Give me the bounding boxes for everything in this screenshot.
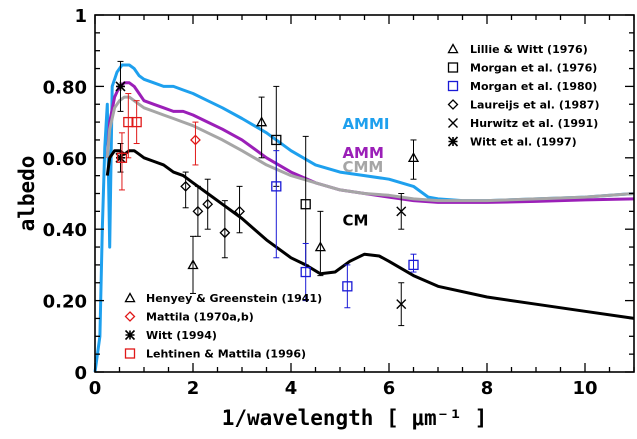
point-laureijs-et-al-1987 (202, 198, 214, 210)
axes: 0 2 4 6 8 10 0 0.20 0.40 0.60 0.80 1 (43, 6, 635, 399)
point-morgan-et-al-1980 (342, 281, 353, 292)
point-lehtinen-mattila-1996 (123, 116, 134, 128)
legend-label-laureijs-et-al-1987: Laureijs et al. (1987) (470, 99, 600, 112)
legend-marker-lillie-witt-1976 (447, 43, 459, 54)
y-tick-label: 1 (74, 6, 87, 27)
point-morgan-et-al-1980 (408, 259, 419, 271)
legend-label-hurwitz-et-al-1991: Hurwitz et al. (1991) (470, 117, 598, 130)
point-witt-1994 (115, 81, 126, 92)
y-axis-title: albedo (15, 156, 39, 232)
y-tick-label: 0 (74, 363, 87, 384)
legend-label-lillie-witt-1976: Lillie & Witt (1976) (470, 43, 588, 56)
legend-marker-witt-et-al-1997 (447, 136, 459, 147)
legend-label-morgan-et-al-1976: Morgan et al. (1976) (470, 62, 597, 75)
legend-label-henyey-greenstein-1941: Henyey & Greenstein (1941) (146, 292, 322, 305)
curve-label-ammi: AMMI (342, 115, 389, 133)
legend-label-witt-et-al-1997: Witt et al. (1997) (470, 136, 577, 149)
point-morgan-et-al-1976 (271, 134, 282, 146)
legend-label-lehtinen-mattila-1996: Lehtinen & Mattila (1996) (146, 348, 306, 361)
model-curves (93, 63, 635, 373)
y-tick-label: 0.60 (43, 149, 87, 170)
curve-cm (105, 149, 635, 320)
y-tick-label: 0.80 (43, 77, 87, 98)
y-tick-label: 0.40 (43, 220, 87, 241)
point-morgan-et-al-1980 (300, 266, 311, 278)
point-hurwitz-et-al-1991 (396, 299, 407, 310)
legend-marker-henyey-greenstein-1941 (124, 292, 136, 303)
curve-amm (105, 81, 635, 204)
legend-label-morgan-et-al-1980: Morgan et al. (1980) (470, 80, 597, 93)
legend-marker-morgan-et-al-1976 (447, 62, 459, 73)
legend-label-witt-1994: Witt (1994) (146, 329, 217, 342)
curve-ammi (93, 63, 635, 373)
legend-label-mattila-1970a-b: Mattila (1970a,b) (146, 311, 254, 324)
point-lillie-witt-1976 (187, 259, 199, 270)
curve-label-cm: CM (342, 212, 368, 230)
x-tick-label: 6 (383, 378, 396, 399)
x-tick-label: 2 (187, 378, 200, 399)
x-tick-label: 0 (89, 378, 102, 399)
point-lillie-witt-1976 (314, 241, 327, 252)
legend-marker-mattila-1970a-b (124, 311, 136, 322)
observation-points (115, 60, 420, 327)
legend-marker-lehtinen-mattila-1996 (124, 348, 136, 359)
point-laureijs-et-al-1987 (192, 205, 204, 217)
legend-upper: Lillie & Witt (1976) Morgan et al. (1976)… (447, 43, 600, 149)
point-laureijs-et-al-1987 (234, 205, 245, 217)
legend-marker-morgan-et-al-1980 (447, 80, 459, 92)
curve-label-cmm: CMM (342, 158, 383, 176)
point-laureijs-et-al-1987 (219, 227, 231, 239)
y-tick-label: 0.20 (43, 292, 87, 313)
point-mattila-1970a-b (190, 134, 201, 146)
point-lillie-witt-1976 (407, 151, 420, 163)
curve-label-amm: AMM (342, 144, 383, 162)
x-tick-label: 4 (285, 378, 298, 399)
legend-marker-witt-1994 (124, 329, 136, 341)
point-lillie-witt-1976 (255, 116, 268, 127)
legend-marker-laureijs-et-al-1987 (447, 99, 459, 110)
point-lehtinen-mattila-1996 (131, 116, 142, 128)
curve-cmm (105, 95, 635, 203)
point-morgan-et-al-1980 (271, 181, 282, 192)
point-laureijs-et-al-1987 (180, 180, 192, 192)
legend-marker-hurwitz-et-al-1991 (448, 118, 458, 128)
x-axis-title: 1/wavelength [ μm⁻¹ ] (222, 406, 488, 430)
x-tick-label: 8 (481, 378, 494, 399)
point-hurwitz-et-al-1991 (396, 206, 407, 217)
legend-lower: Henyey & Greenstein (1941) Mattila (1970a… (124, 292, 322, 361)
x-tick-label: 10 (572, 378, 597, 399)
point-witt-1994 (115, 152, 126, 163)
point-morgan-et-al-1976 (300, 199, 311, 210)
